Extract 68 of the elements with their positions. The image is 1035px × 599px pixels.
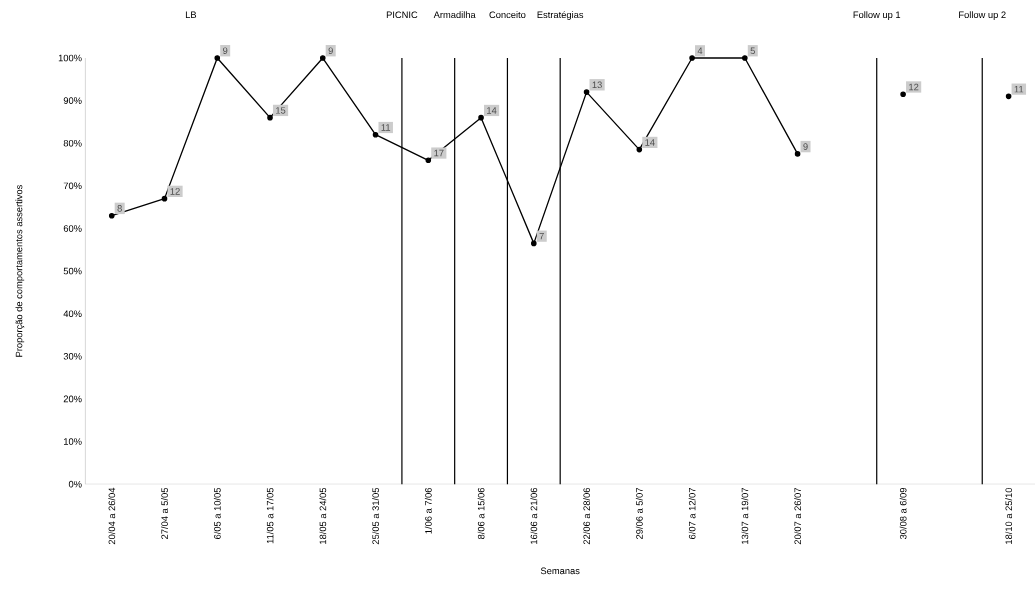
text: 12 [170,188,180,195]
point [1005,93,1012,100]
text: Follow up 2 [959,11,1006,21]
text: 4 [697,47,703,55]
text: 9 [328,47,333,55]
x-tick-label: 6/07 a 12/07 [688,488,696,540]
x-tick-label: 25/05 a 31/05 [372,488,379,545]
point [161,195,168,202]
point [267,114,273,121]
point [531,240,537,247]
y-tick-label: 40% [63,310,82,318]
y-tick-label: 20% [63,395,82,403]
text: 5 [750,47,755,55]
y-tick-label: 50% [63,267,82,275]
y-tick-label: 10% [64,438,82,445]
text: PICNIC [386,11,418,19]
x-tick-label: 13/07 a 19/07 [741,488,749,544]
y-tick-label: 80% [63,140,82,147]
point [900,91,906,98]
point [372,131,379,138]
x-tick-label: 16/06 a 21/06 [530,488,538,544]
x-tick-label: 27/04 a 5/05 [161,488,168,540]
x-tick-label: 20/04 a 26/04 [108,487,116,545]
text: Armadilha [433,11,476,19]
x-tick-label: 18/10 a 25/10 [1005,487,1013,544]
y-tick-label: 0% [68,480,82,488]
text: 17 [434,149,444,157]
y-tick-label: 100% [58,54,82,62]
y-tick-label: 60% [63,225,82,232]
y-tick-label: 70% [63,182,82,190]
text: 9 [803,143,808,150]
text: 8 [117,205,122,212]
y-tick-label: 90% [63,97,82,104]
point [214,55,221,61]
x-tick-label: 6/05 a 10/05 [213,488,221,540]
text: Estratégias [537,11,584,21]
text: LB [185,11,197,19]
point [319,55,326,61]
x-axis-title: Semanas [540,567,580,575]
text: Conceito [489,11,526,19]
text: 15 [276,107,286,114]
x-tick-label: 20/07 a 26/07 [794,488,802,545]
point [583,89,590,95]
point [636,146,643,153]
text: 14 [487,107,497,114]
x-tick-label: 22/06 a 28/06 [583,488,590,545]
text: 11 [381,124,391,131]
point [689,55,695,61]
text: 9 [223,47,228,55]
point [478,114,484,121]
point [794,151,801,157]
point [742,55,748,61]
point [108,212,115,219]
x-tick-label: 18/05 a 24/05 [319,488,327,544]
text: 13 [592,81,602,89]
text: 14 [645,139,655,146]
x-tick-label: 29/06 a 5/07 [635,488,643,540]
x-tick-label: 30/08 a 6/09 [899,488,907,540]
point [425,157,432,164]
x-tick-label: 8/06 a 15/06 [477,488,485,540]
text: 11 [1014,86,1024,93]
text: 7 [539,233,544,240]
text: Follow up 1 [853,11,901,21]
x-tick-label: 1/06 a 7/06 [424,488,432,534]
y-tick-label: 30% [63,353,82,360]
x-tick-label: 11/05 a 17/05 [266,488,274,544]
y-axis-title: Proporção de comportamentos assertivos [15,185,25,357]
text: 12 [909,83,919,91]
